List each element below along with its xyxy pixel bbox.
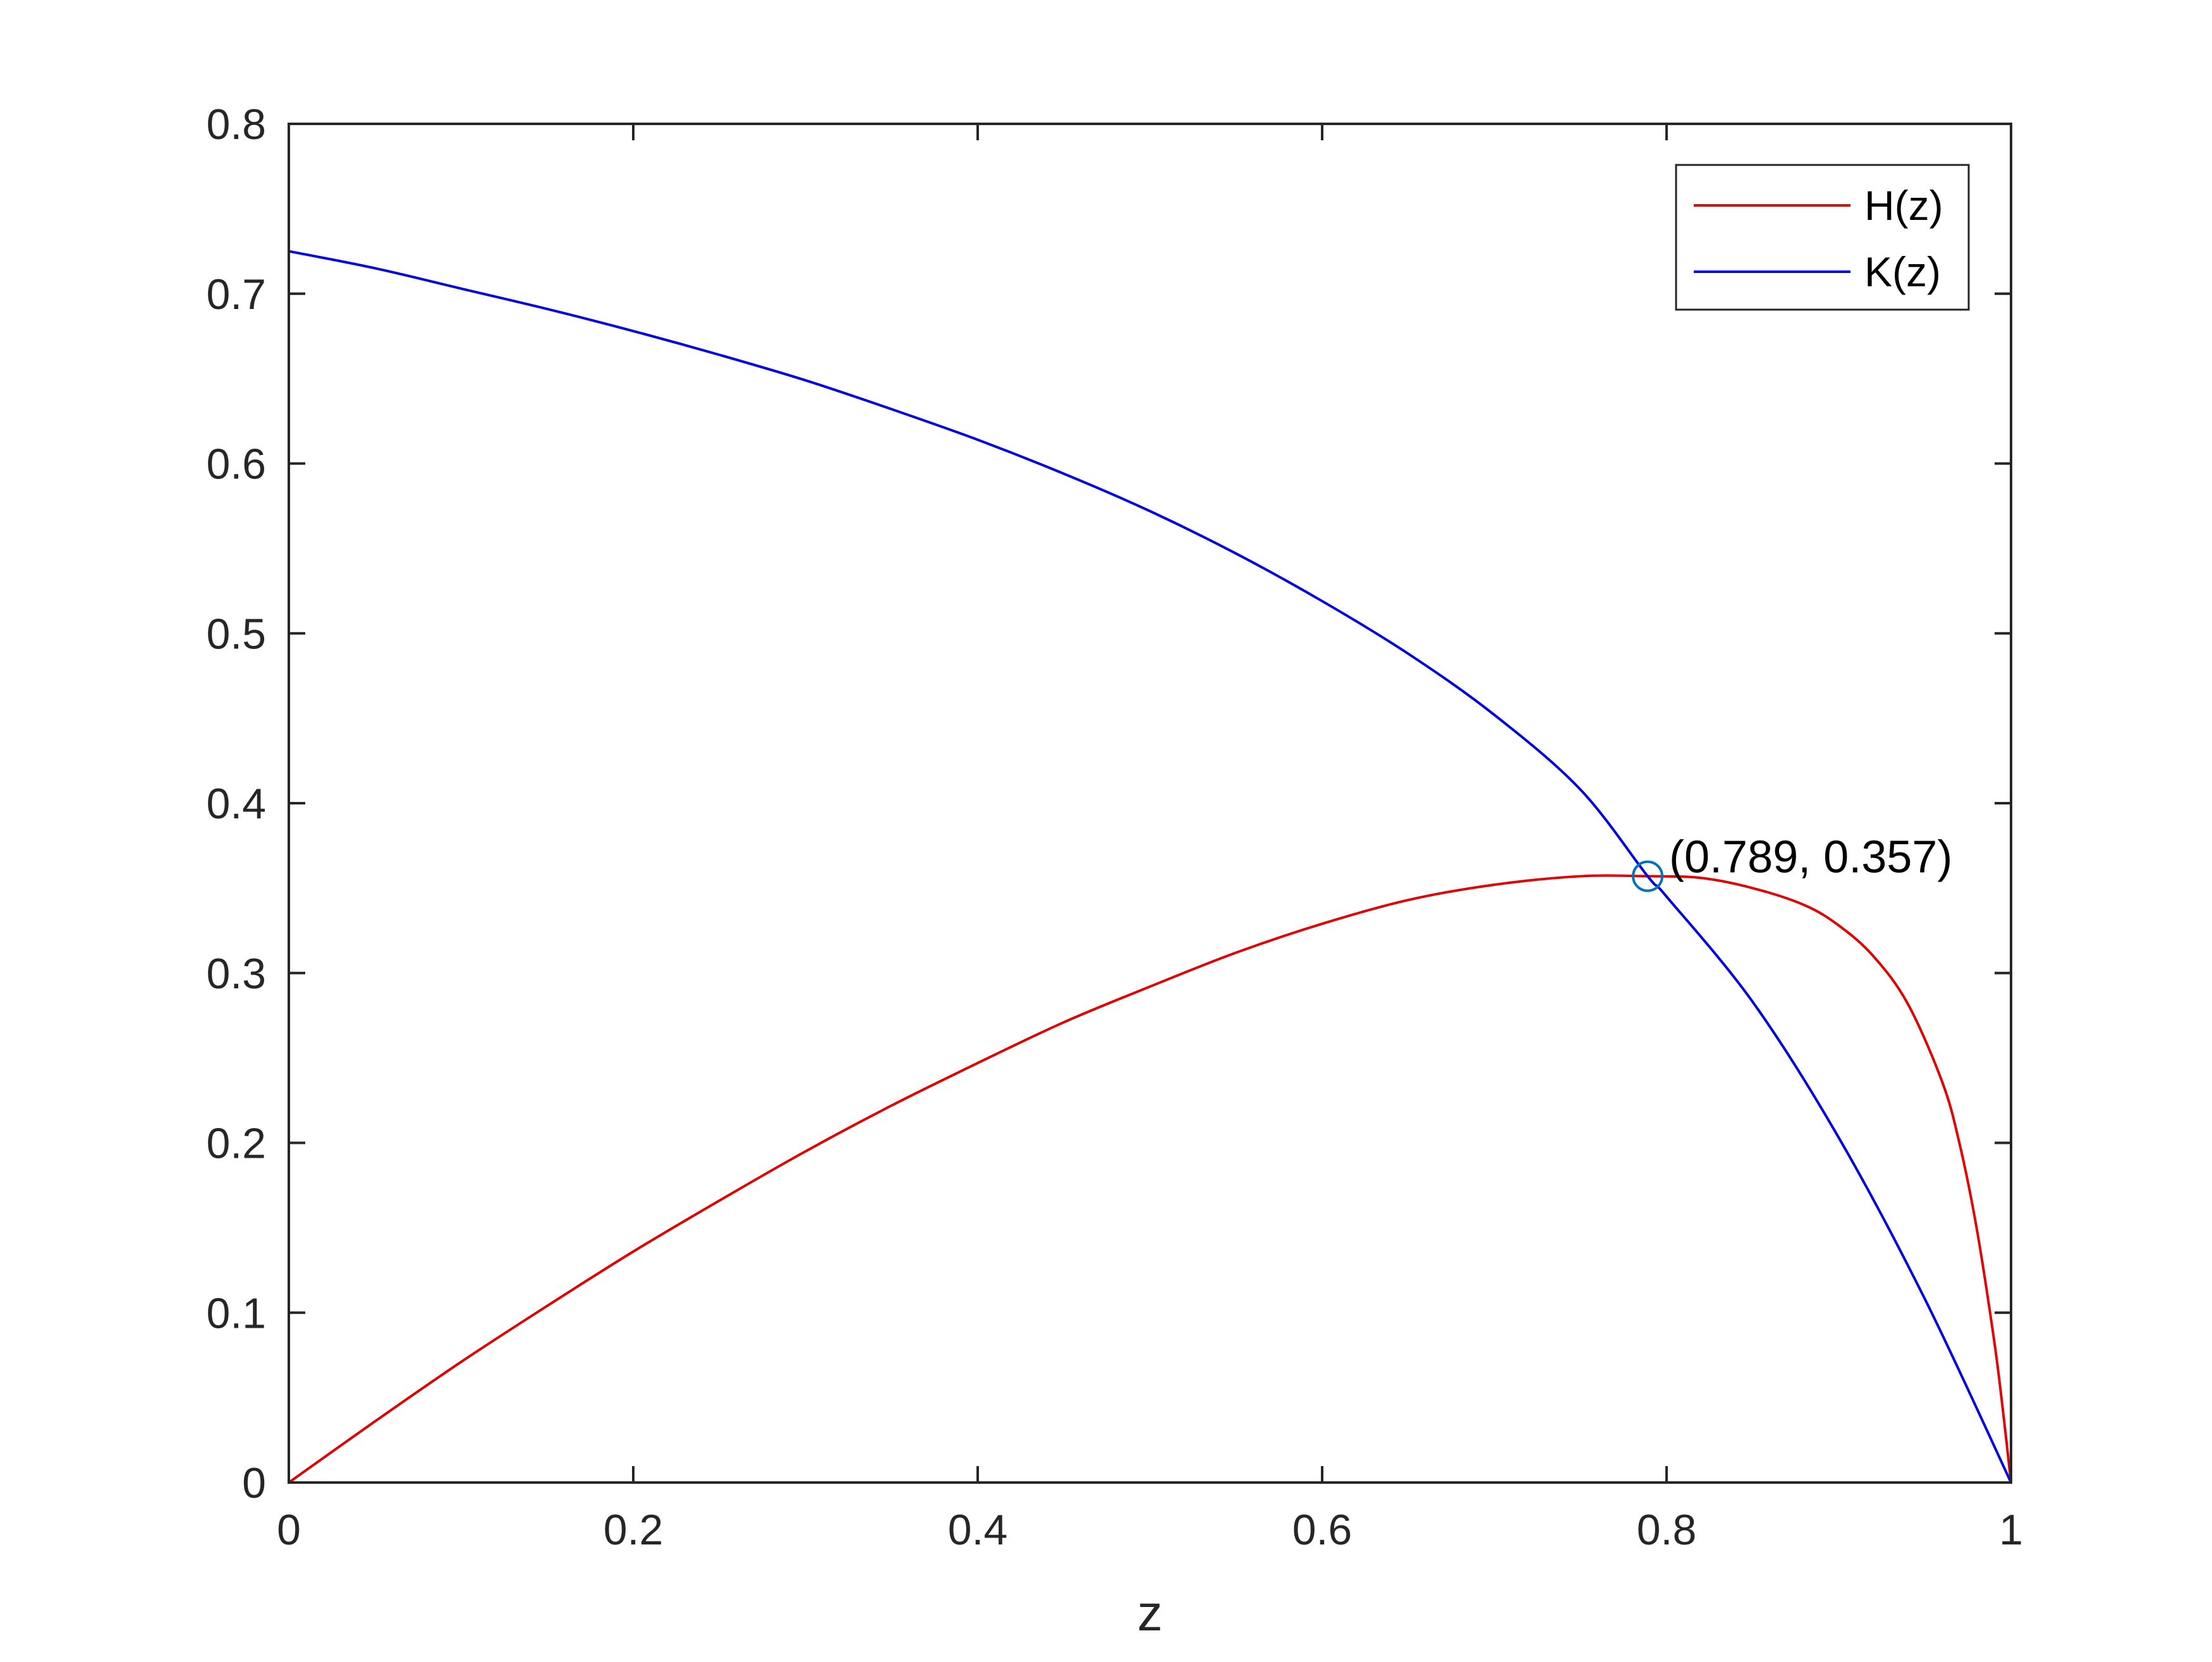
- intersection-marker: [1632, 860, 1664, 892]
- legend-label: K(z): [1864, 248, 1941, 295]
- intersection-label: (0.789, 0.357): [1669, 832, 1952, 883]
- x-tick-label: 0: [277, 1506, 301, 1554]
- series-line-1: [288, 874, 2012, 1484]
- y-tick-label: 0: [242, 1459, 266, 1507]
- x-tick-label: 0.6: [1292, 1506, 1352, 1554]
- y-tick-label: 0.5: [206, 610, 266, 658]
- x-tick-label: 0.4: [948, 1506, 1008, 1554]
- x-tick-label: 0.8: [1637, 1506, 1697, 1554]
- y-tick-label: 0.3: [206, 950, 266, 998]
- y-tick-label: 0.7: [206, 270, 266, 318]
- y-tick-label: 0.1: [206, 1289, 266, 1337]
- x-tick-label: 0.2: [604, 1506, 664, 1554]
- series-line-2: [288, 250, 2012, 1483]
- y-tick-label: 0.4: [206, 780, 266, 828]
- y-tick-label: 0.8: [206, 100, 266, 149]
- x-axis-title: z: [1138, 1585, 1163, 1641]
- y-tick-label: 0.6: [206, 440, 266, 488]
- x-tick-label: 1: [1999, 1506, 2023, 1554]
- y-tick-label: 0.2: [206, 1120, 266, 1168]
- legend: [1675, 164, 1970, 311]
- legend-label: H(z): [1864, 182, 1943, 229]
